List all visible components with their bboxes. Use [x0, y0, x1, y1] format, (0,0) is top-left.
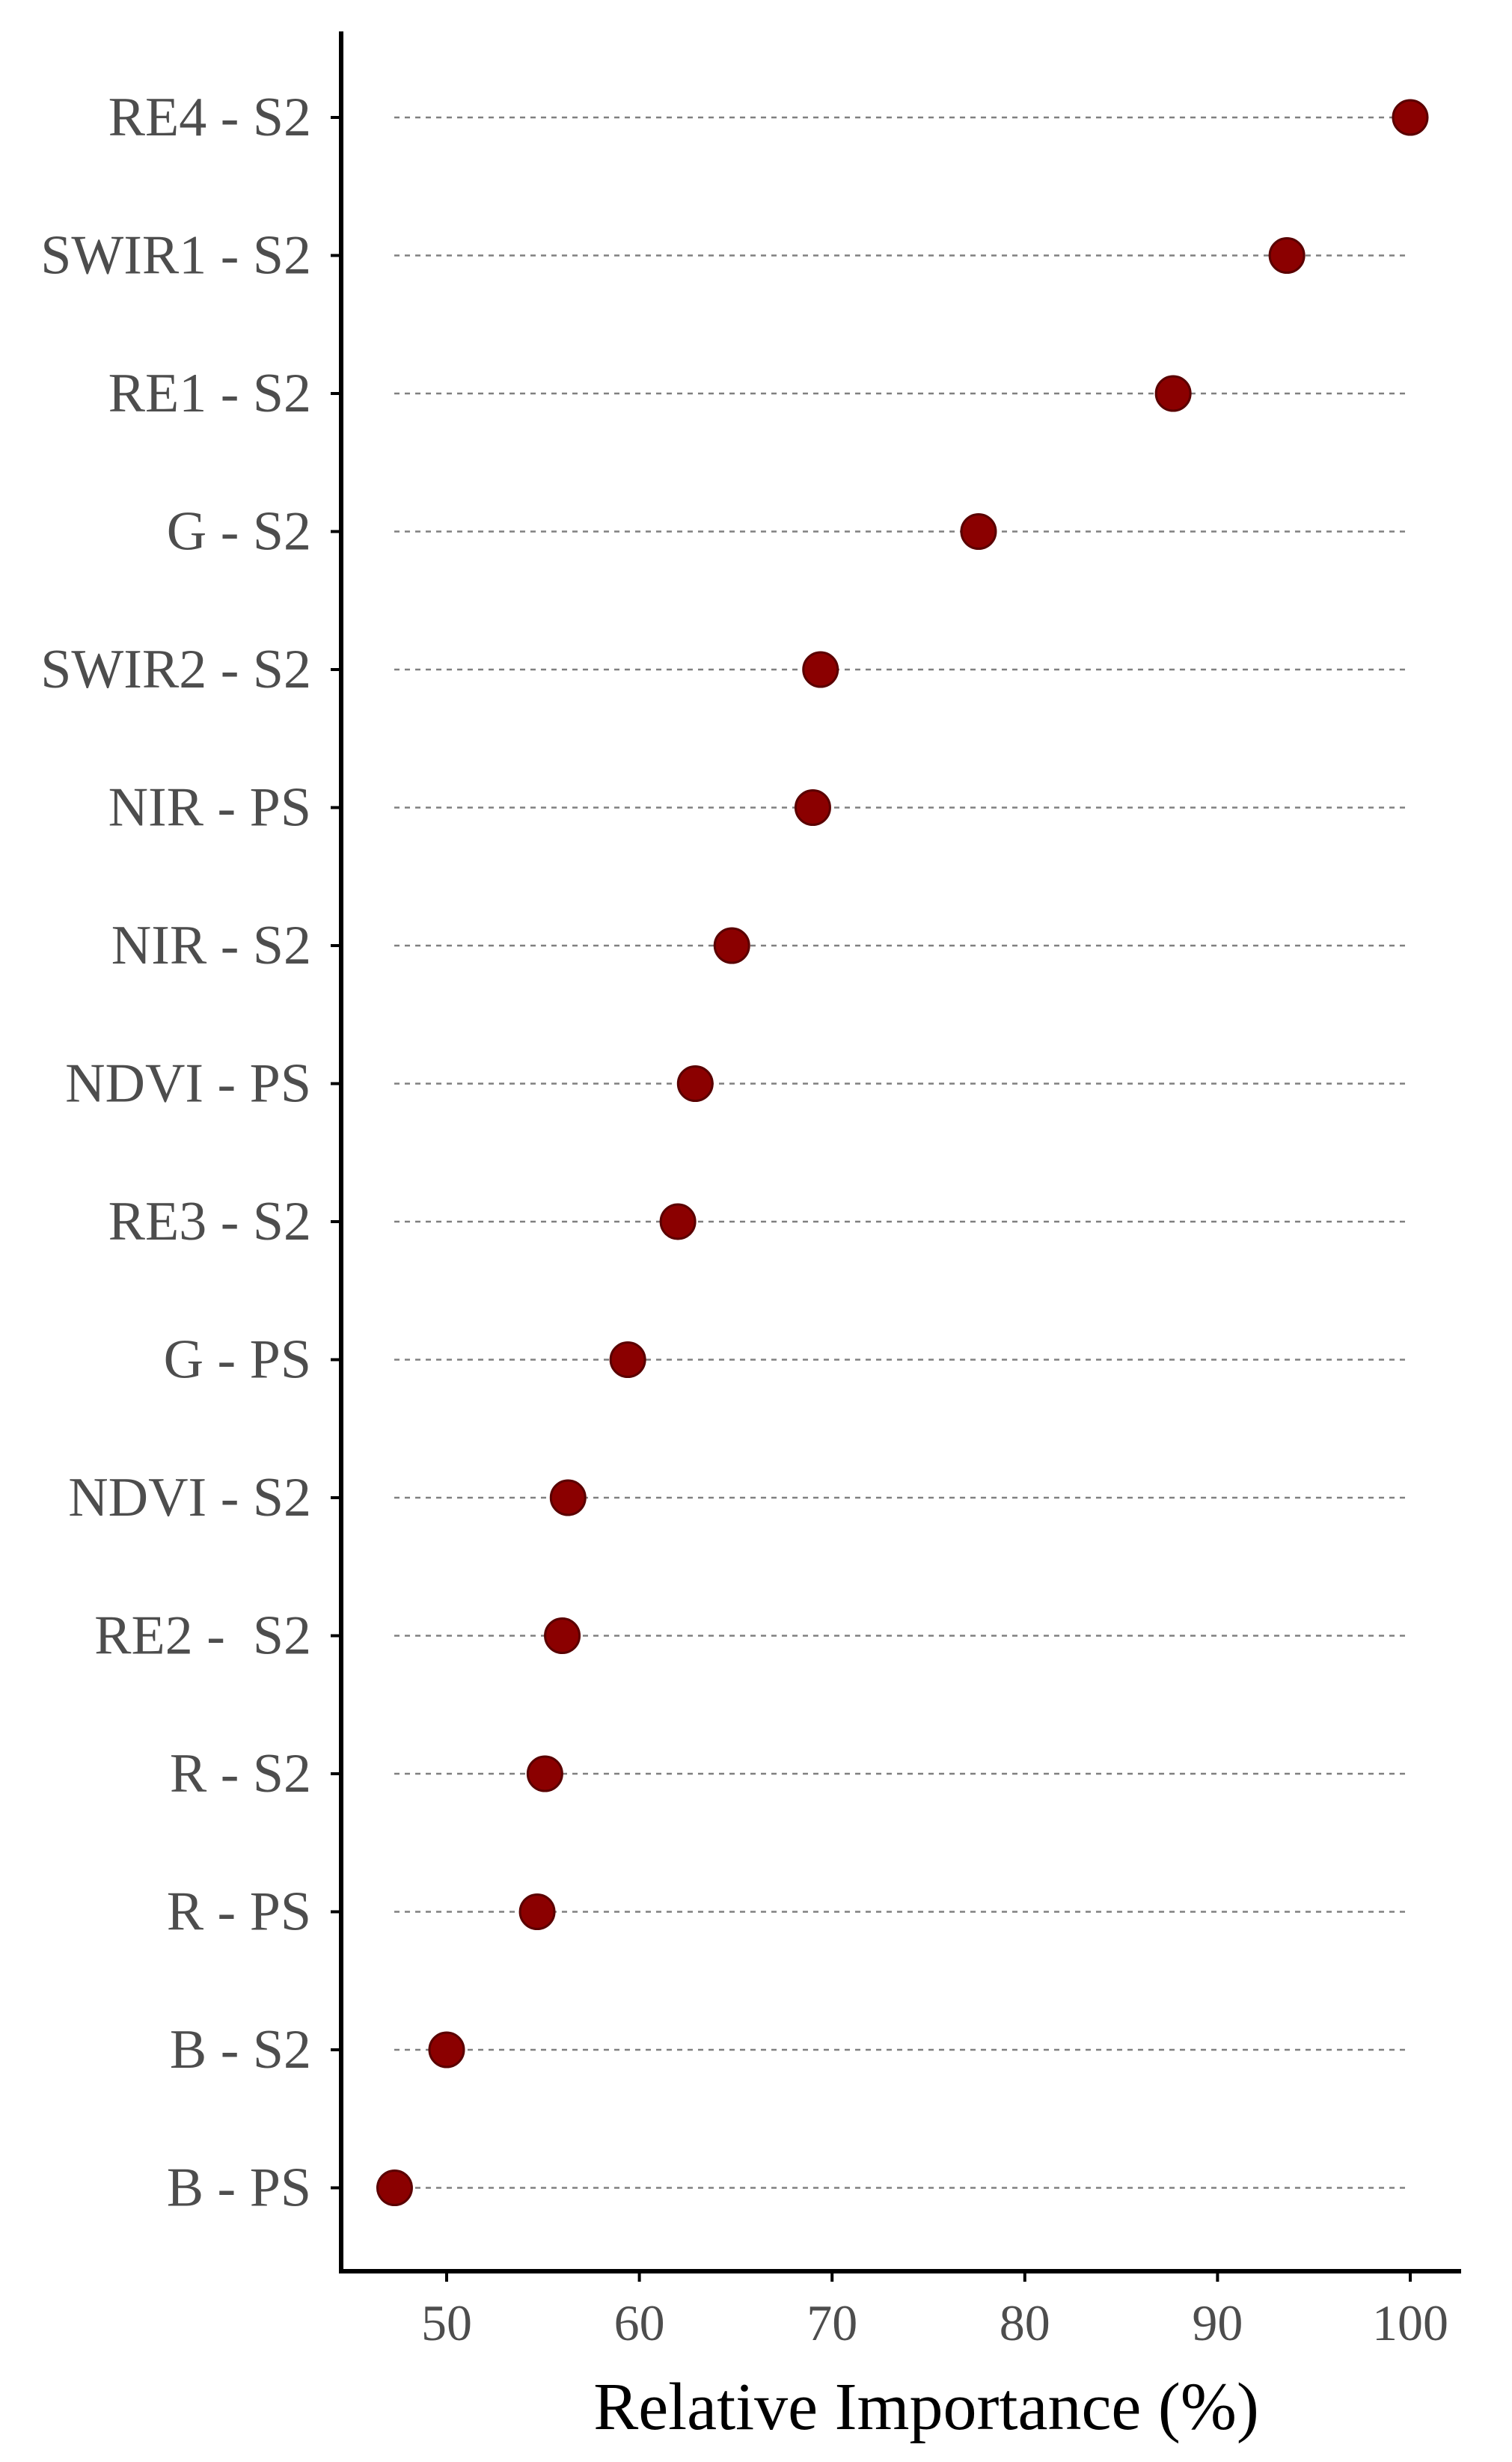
y-tick-label: SWIR1 - S2: [40, 225, 311, 287]
x-axis-title: Relative Importance (%): [593, 2370, 1259, 2444]
y-tick-label: RE2 - S2: [94, 1605, 311, 1667]
data-point: [659, 1203, 697, 1240]
y-tick-label: R - PS: [167, 1881, 311, 1943]
y-tick-label: RE4 - S2: [108, 87, 311, 148]
data-point: [1392, 99, 1429, 136]
x-tick-label: 70: [806, 2294, 857, 2351]
data-point: [609, 1341, 646, 1378]
data-point: [960, 513, 997, 550]
data-point: [526, 1755, 563, 1792]
y-tick-label: R - S2: [170, 1743, 311, 1804]
x-tick-label: 80: [1000, 2294, 1050, 2351]
y-ticks: RE4 - S2 SWIR1 - S2 RE1 - S2 G - S2 SWIR2 - …: [40, 87, 341, 2219]
data-point: [802, 651, 839, 688]
y-tick-label: NIR - PS: [108, 777, 311, 839]
y-tick-label: RE1 - S2: [108, 363, 311, 424]
axes: [339, 31, 1461, 2273]
data-point: [1154, 375, 1192, 412]
y-tick-label: B - S2: [170, 2019, 311, 2080]
data-point: [544, 1617, 581, 1654]
x-ticks: 50 60 70 80 90 100: [421, 2271, 1448, 2351]
data-point: [518, 1893, 556, 1930]
data-point: [428, 2031, 465, 2068]
y-tick-label: RE3 - S2: [108, 1191, 311, 1252]
y-tick-label: NDVI - S2: [68, 1467, 311, 1528]
data-point: [713, 927, 750, 964]
data-point: [794, 789, 831, 826]
data-point: [676, 1065, 714, 1102]
data-point: [1268, 237, 1306, 274]
x-tick-label: 90: [1192, 2294, 1243, 2351]
data-point: [376, 2169, 413, 2206]
x-tick-label: 50: [421, 2294, 472, 2351]
y-tick-label: G - S2: [167, 501, 311, 563]
y-tick-label: NDVI - PS: [65, 1053, 311, 1115]
y-tick-label: NIR - S2: [111, 915, 311, 976]
leader-lines: [394, 116, 1410, 2189]
y-tick-label: SWIR2 - S2: [40, 639, 311, 700]
x-tick-label: 60: [614, 2294, 665, 2351]
y-tick-label: B - PS: [167, 2158, 311, 2219]
x-tick-label: 100: [1372, 2294, 1448, 2351]
data-points: [376, 99, 1429, 2206]
y-tick-label: G - PS: [164, 1329, 311, 1391]
data-point: [549, 1479, 587, 1516]
